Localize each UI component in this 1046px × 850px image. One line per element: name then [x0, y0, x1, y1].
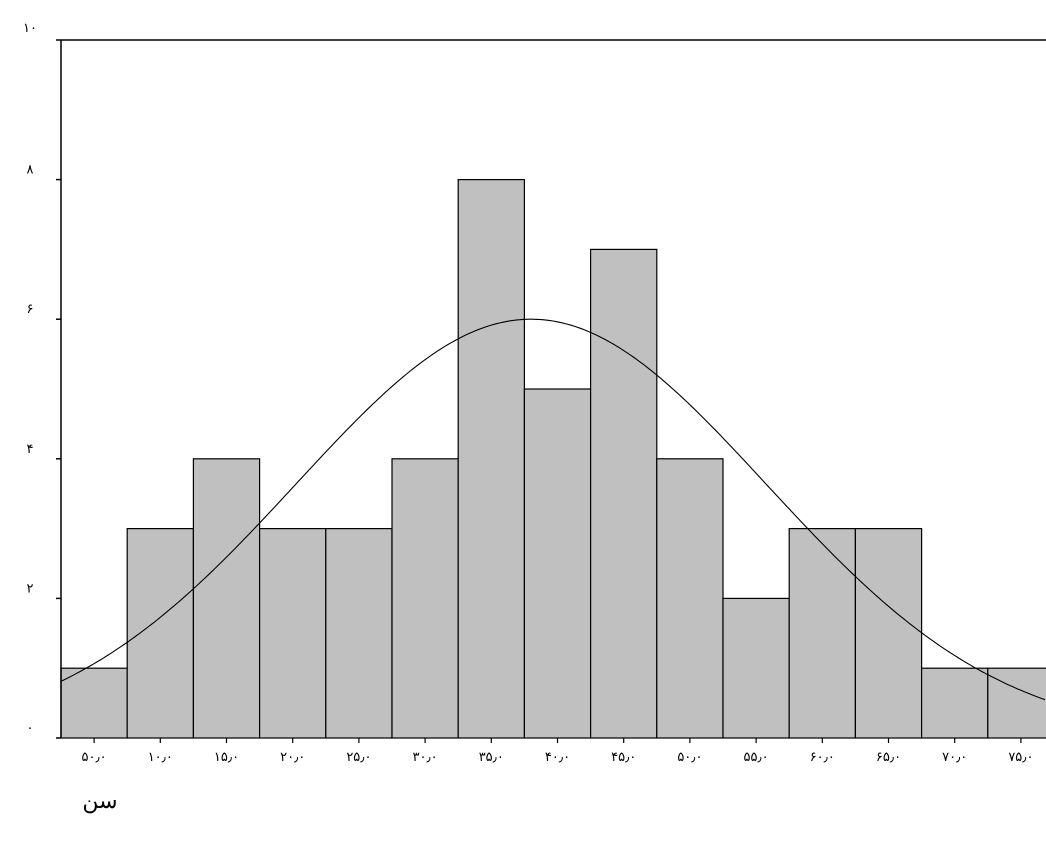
x-tick-label: ۱۵٫۰	[214, 750, 239, 765]
x-tick-label: ۶۵٫۰	[876, 750, 901, 765]
y-ticks: ۰ ۲ ۴ ۶ ۸ ۱۰	[23, 21, 61, 739]
histogram-bar	[60, 667, 128, 739]
x-axis-label: سن	[82, 789, 117, 814]
histogram-bar	[854, 527, 923, 739]
x-tick-label: ۳۵٫۰	[479, 750, 504, 765]
y-tick-label: ۰	[27, 721, 34, 736]
x-tick-label: ۵۰٫۰	[82, 750, 107, 765]
bars-layer	[60, 179, 1046, 739]
x-ticks: ۵۰٫۰ ۱۰٫۰ ۱۵٫۰ ۲۰٫۰ ۲۵٫۰ ۳۰٫۰ ۳۵٫۰ ۴۰٫۰ ۴۵٫۰ ۵۰٫۰…	[82, 738, 1033, 765]
normal-curve-line	[60, 318, 1046, 701]
x-tick-label: ۴۰٫۰	[545, 750, 570, 765]
x-tick-label: ۱۰٫۰	[148, 750, 173, 765]
x-tick-label: ۵۵٫۰	[744, 750, 769, 765]
y-tick-label: ۱۰	[23, 21, 37, 36]
y-tick-label: ۶	[27, 302, 34, 317]
x-tick-label: ۴۵٫۰	[611, 750, 636, 765]
x-tick-label: ۷۵٫۰	[1008, 750, 1033, 765]
y-tick-label: ۲	[27, 581, 34, 596]
y-tick-label: ۸	[27, 163, 34, 178]
histogram-bar	[523, 388, 592, 739]
histogram-bar	[126, 527, 194, 739]
histogram-bar	[192, 458, 261, 739]
histogram-bar	[722, 597, 790, 739]
histogram-bar	[920, 667, 989, 739]
x-tick-label: ۶۰٫۰	[810, 750, 835, 765]
histogram-bar	[391, 458, 459, 739]
x-tick-label: ۳۰٫۰	[413, 750, 438, 765]
y-tick-label: ۴	[27, 442, 34, 457]
x-tick-label: ۵۰٫۰	[677, 750, 702, 765]
x-tick-label: ۲۵٫۰	[346, 750, 371, 765]
histogram-bar	[656, 458, 724, 739]
histogram-bar	[589, 248, 658, 739]
histogram-bar	[788, 527, 857, 739]
histogram-bar	[325, 527, 393, 739]
x-tick-label: ۷۰٫۰	[942, 750, 967, 765]
histogram-bar	[457, 179, 526, 739]
histogram-bar	[259, 527, 327, 739]
x-tick-label: ۲۰٫۰	[280, 750, 305, 765]
